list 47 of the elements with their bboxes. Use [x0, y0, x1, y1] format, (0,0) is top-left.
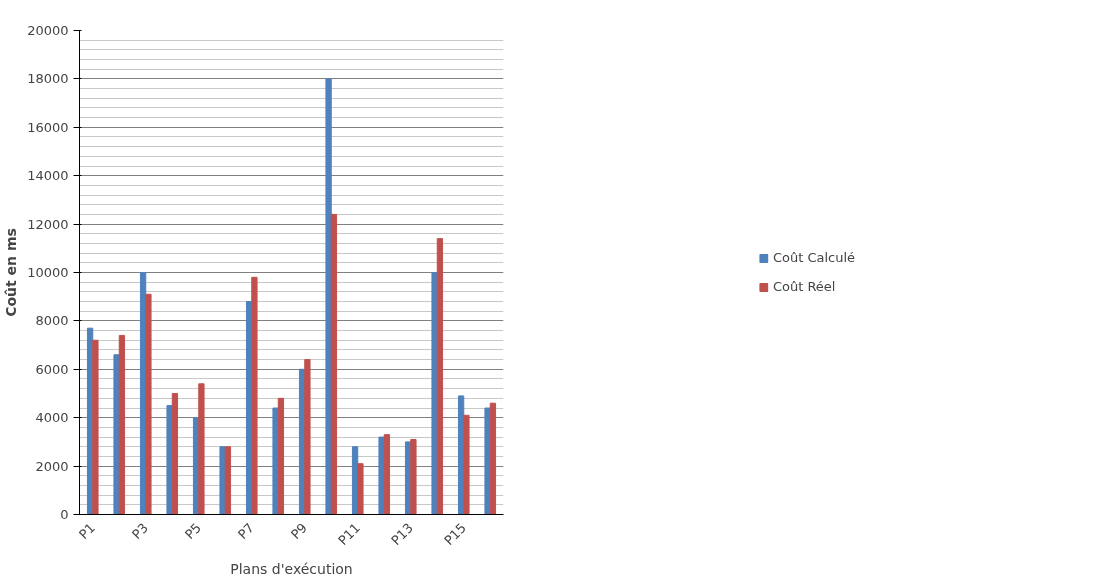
bar	[145, 293, 152, 515]
y-tick-label: 12000	[27, 216, 69, 232]
bar	[277, 397, 285, 515]
y-tick-label: 0	[60, 507, 69, 522]
x-tick-label: P9	[288, 520, 311, 543]
legend-label: Coût Calculé	[772, 250, 856, 265]
bar	[272, 407, 279, 515]
x-tick-label: P1	[76, 520, 99, 543]
y-tick-label: 10000	[27, 265, 69, 280]
y-tick-label: 18000	[27, 71, 69, 87]
bar	[431, 272, 438, 515]
bar	[330, 213, 338, 515]
bar	[304, 359, 311, 515]
y-tick-label: 4000	[35, 410, 69, 426]
x-tick-label: P15	[441, 520, 470, 549]
legend-label: Coût Réel	[772, 279, 836, 294]
bar	[118, 334, 126, 515]
x-tick-label: P5	[182, 520, 205, 543]
y-axis-title: Coût en ms	[3, 228, 20, 317]
y-tick-label: 14000	[27, 168, 69, 184]
bar	[436, 238, 444, 515]
y-tick-label: 20000	[27, 23, 69, 38]
x-tick-label: P3	[129, 520, 152, 543]
x-tick-label: P13	[388, 520, 417, 549]
bar	[378, 436, 385, 515]
bar	[166, 405, 173, 515]
bar	[383, 434, 391, 515]
y-tick-label: 2000	[35, 458, 69, 474]
bar	[251, 276, 258, 515]
bar	[463, 414, 470, 515]
y-tick-label: 16000	[27, 119, 69, 135]
bar	[484, 407, 491, 515]
bar	[113, 354, 120, 515]
x-axis-title: Plans d'exécution	[230, 561, 353, 578]
y-tick-label: 8000	[35, 313, 69, 329]
x-tick-label: P11	[335, 520, 364, 549]
bar	[92, 339, 99, 515]
x-tick-label: P7	[235, 520, 258, 543]
bar	[219, 446, 226, 515]
bar	[198, 383, 205, 515]
bar	[410, 438, 417, 515]
bar	[357, 463, 364, 515]
bar	[171, 393, 179, 515]
bar	[224, 446, 232, 515]
bar	[489, 402, 497, 515]
bar	[325, 78, 332, 515]
y-tick-label: 6000	[35, 361, 69, 377]
